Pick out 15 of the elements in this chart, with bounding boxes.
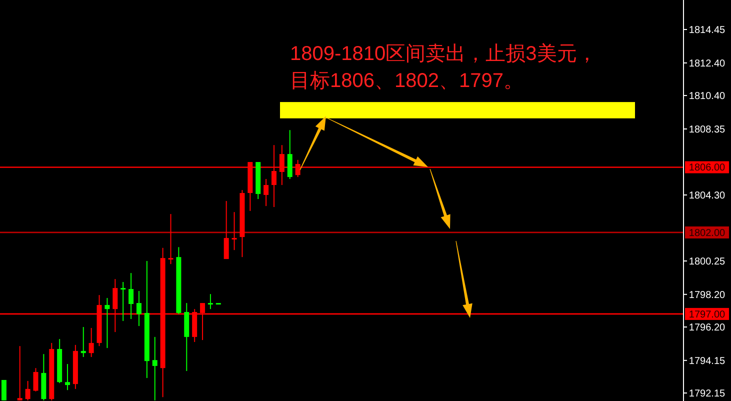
y-tick-label: 1804.30 [688,190,726,202]
ref-line-label: 1806.00 [688,162,726,174]
y-tick-label: 1814.45 [688,25,726,36]
y-tick-label: 1800.25 [688,256,726,268]
y-tick-label: 1810.40 [688,91,726,102]
annotation: 目标1806、1802、1797。 [290,70,524,92]
y-tick-label: 1792.15 [688,388,726,400]
y-tick-label: 1796.20 [688,322,726,334]
annotation: 1809-1810区间卖出，止损3美元， [290,42,597,65]
y-tick-label: 1798.20 [688,290,726,301]
ref-line-label: 1802.00 [688,228,726,239]
y-tick-label: 1808.35 [688,124,726,136]
y-tick-label: 1794.15 [688,356,726,367]
y-tick-label: 1812.40 [688,58,726,70]
ref-line-label: 1797.00 [688,309,726,320]
